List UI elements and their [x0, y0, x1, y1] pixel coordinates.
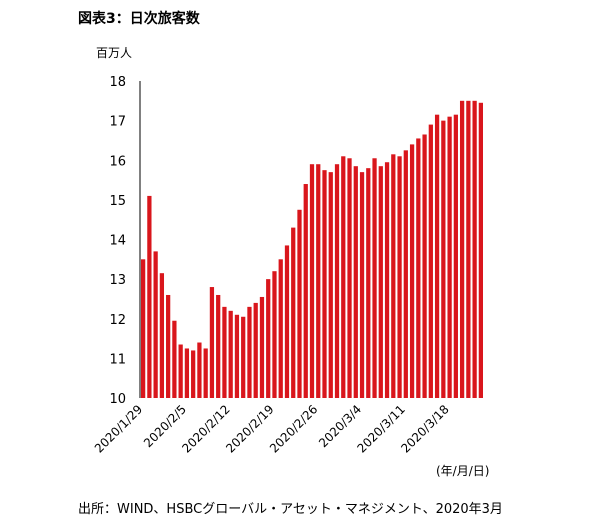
- y-tick-label: 10: [109, 392, 126, 407]
- bar: [334, 164, 340, 398]
- bar: [228, 310, 233, 398]
- bar: [303, 184, 308, 398]
- bar: [259, 296, 265, 398]
- bar: [328, 172, 333, 398]
- bar: [234, 314, 240, 398]
- y-tick-label: 16: [109, 154, 126, 169]
- bar: [316, 164, 321, 398]
- y-tick-label: 18: [109, 75, 126, 90]
- bar: [284, 245, 290, 398]
- bar: [366, 168, 371, 398]
- bar: [141, 259, 146, 398]
- bar: [353, 166, 358, 398]
- x-axis-unit-label: (年/月/日): [436, 464, 490, 478]
- y-tick-label: 15: [109, 194, 126, 209]
- bar: [409, 144, 415, 398]
- bar: [441, 120, 446, 399]
- bar: [416, 138, 421, 398]
- bar: [359, 172, 365, 398]
- x-tick-label: 2020/2/26: [267, 402, 320, 455]
- bar: [341, 156, 346, 398]
- bar: [272, 271, 277, 398]
- x-tick-label: 2020/1/29: [92, 402, 145, 455]
- bar: [241, 316, 246, 398]
- bar: [391, 154, 396, 398]
- y-tick-label: 13: [109, 273, 126, 288]
- bar: [147, 195, 152, 398]
- bar: [466, 100, 471, 398]
- bar: [278, 259, 283, 398]
- x-tick-label: 2020/3/18: [398, 402, 451, 455]
- bar: [159, 273, 165, 398]
- bar: [428, 124, 433, 398]
- bar: [434, 114, 440, 399]
- bar: [247, 306, 252, 398]
- y-tick-label: 17: [109, 115, 126, 130]
- y-axis-unit-label: 百万人: [96, 46, 133, 60]
- bar: [178, 344, 183, 398]
- bar: [447, 116, 452, 398]
- bar: [266, 279, 271, 399]
- bar: [209, 287, 215, 398]
- bar: [372, 158, 377, 398]
- chart-title: 図表3：日次旅客数: [78, 11, 200, 27]
- bar: [291, 227, 296, 398]
- bar: [253, 302, 258, 398]
- bar: [384, 162, 390, 398]
- bar: [478, 102, 483, 398]
- y-tick-label: 14: [109, 234, 126, 249]
- bar: [459, 100, 465, 398]
- bar: [397, 156, 402, 398]
- bar: [216, 294, 221, 398]
- y-tick-label: 11: [109, 352, 126, 367]
- bar: [153, 251, 158, 398]
- bar: [309, 164, 315, 398]
- bar: [322, 170, 327, 398]
- bar: [191, 350, 196, 398]
- source-note: 出所：WIND、HSBCグローバル・アセット・マネジメント、2020年3月: [78, 502, 503, 517]
- y-tick-label: 12: [109, 313, 126, 328]
- bar: [422, 134, 427, 399]
- bar: [203, 348, 208, 398]
- bar: [184, 348, 190, 398]
- bar: [403, 150, 408, 398]
- bar: [166, 294, 171, 398]
- bar: [378, 166, 383, 398]
- bar: [197, 342, 202, 398]
- bar: [453, 114, 458, 399]
- bar: [347, 158, 352, 398]
- bar: [222, 306, 227, 398]
- bar: [472, 100, 477, 398]
- bar: [172, 320, 177, 398]
- bar: [297, 209, 302, 398]
